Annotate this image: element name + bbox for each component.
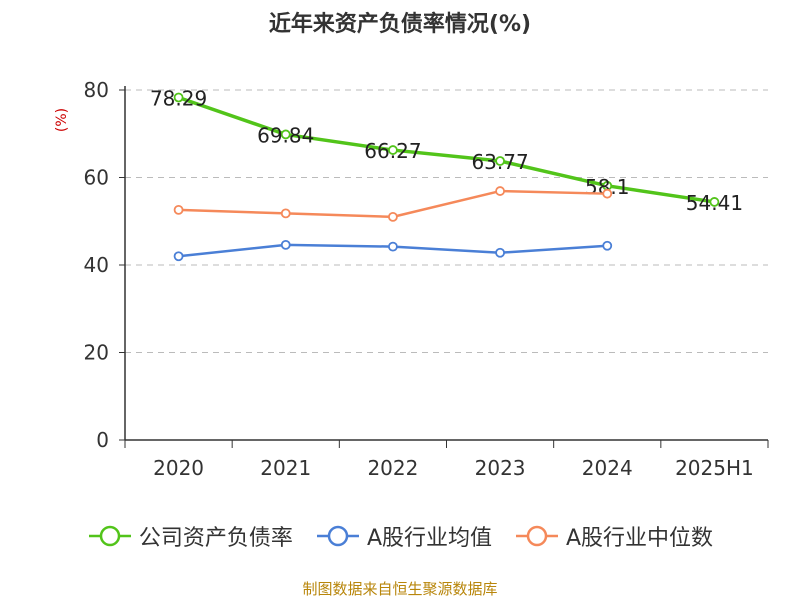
x-tick-label: 2021 [260,456,311,480]
data-point-avg [280,239,291,250]
source-footer: 制图数据来自恒生聚源数据库 [302,580,498,598]
chart-legend: 公司资产负债率 A股行业均值 A股行业中位数 [0,520,800,552]
data-point-median [388,211,398,222]
data-label-company: 54.41 [686,191,743,215]
legend-item-median[interactable]: A股行业中位数 [514,520,713,552]
x-tick-label: 2023 [475,456,526,480]
legend-marker-avg [316,525,359,547]
legend-item-company[interactable]: 公司资产负债率 [87,520,293,552]
chart-title: 近年来资产负债率情况(%) [268,12,532,37]
data-point-median [495,186,505,196]
legend-label-median: A股行业中位数 [566,526,714,551]
data-label-company: 66.27 [364,139,421,163]
data-label-company: 63.77 [471,150,528,174]
data-point-company [280,129,291,140]
legend-item-avg[interactable]: A股行业均值 [315,520,492,552]
data-point-company [709,197,720,207]
data-point-company [388,145,398,155]
x-tick-label: 2024 [582,456,633,480]
y-tick-label: 0 [96,428,109,452]
data-point-median [602,188,613,199]
y-tick-label: 40 [84,253,109,277]
data-point-avg [602,240,613,251]
y-tick-label: 60 [84,166,109,190]
x-tick-label: 2022 [367,456,418,480]
series-line-company [178,95,715,204]
data-point-company [495,156,505,166]
x-tick-label: 2025H1 [675,456,754,480]
x-tick-label: 2020 [153,456,204,480]
data-point-median [280,208,291,219]
data-label-company: 69.84 [257,123,314,147]
data-point-company [173,92,184,103]
legend-marker-company [88,525,131,547]
legend-marker-median [516,525,558,547]
legend-label-avg: A股行业均值 [366,526,492,551]
y-tick-label: 80 [84,78,109,102]
data-point-avg [388,241,398,252]
y-tick-label: 20 [84,341,109,365]
data-point-avg [495,247,505,258]
legend-label-company: 公司资产负债率 [138,526,293,551]
data-point-median [173,204,184,215]
data-label-company: 78.29 [150,86,207,110]
data-point-avg [173,251,184,262]
